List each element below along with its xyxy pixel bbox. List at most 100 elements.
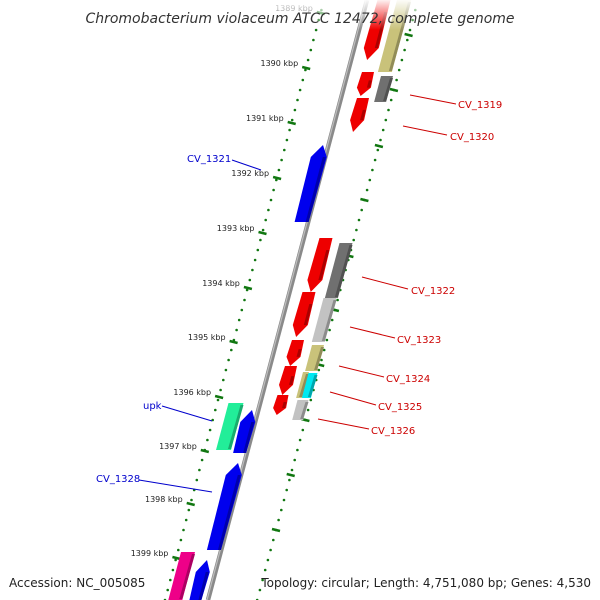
cds-blue-cv1321: [294, 145, 327, 222]
minus-track-dot: [379, 138, 382, 142]
minus-track-dot: [285, 488, 289, 492]
ruler-dot: [285, 138, 289, 142]
minus-track-dot: [368, 178, 372, 182]
minus-track-dot: [406, 38, 409, 42]
ruler-tick-label: 1393 kbp: [217, 224, 255, 233]
cds-blue-bottom: [189, 560, 210, 600]
ruler-dot: [206, 438, 209, 442]
feature-khaki-cv1324-body: [305, 345, 324, 371]
minus-track-dot: [280, 508, 283, 512]
gene-label-cv_1320: CV_1320: [450, 132, 494, 143]
cds-red-cv1320-body: [350, 98, 369, 132]
minus-track-dot: [389, 98, 393, 102]
cds-red-cv1320: [350, 98, 369, 132]
ruler-dot: [179, 538, 183, 542]
ruler-dot: [272, 188, 275, 192]
ruler-tick-marks: [172, 10, 326, 561]
cds-blue-bottom-body: [189, 560, 210, 600]
ruler-tick: [200, 448, 210, 454]
ruler-tick-label: 1392 kbp: [231, 169, 269, 178]
cds-red-cv1326-shade: [282, 402, 287, 408]
cds-red-cv1324-shade: [296, 349, 302, 357]
leader-line: [361, 276, 409, 290]
minus-track-dot: [371, 168, 374, 172]
gene-label-upk: upk: [143, 401, 162, 412]
ruler-dot: [264, 218, 268, 222]
gene-label-cv_1322: CV_1322: [411, 286, 455, 297]
minus-track-dot: [352, 238, 356, 242]
minus-track-dot: [395, 78, 398, 82]
leader-line: [409, 94, 457, 105]
ruler-tick: [287, 120, 297, 126]
gene-label-cv_1328: CV_1328: [96, 474, 140, 485]
ruler-dot: [198, 468, 201, 472]
ruler-dot: [166, 588, 169, 592]
leader-line: [231, 159, 262, 171]
ruler-dot: [219, 388, 222, 392]
ruler-dot: [235, 328, 238, 332]
gene-label-cv_1323: CV_1323: [397, 335, 441, 346]
minus-track-dot: [296, 448, 299, 452]
minus-track-dot: [325, 338, 329, 342]
minus-track-dot: [330, 318, 334, 322]
genome-summary: Topology: circular; Length: 4,751,080 bp…: [260, 576, 591, 590]
minus-track-dot: [336, 298, 339, 302]
cds-red-cv1322-shade: [318, 250, 330, 280]
ruler-dot: [283, 148, 286, 152]
minus-track-dot: [387, 108, 390, 112]
ruler-dot: [277, 168, 281, 172]
ruler-dot: [174, 558, 177, 562]
cds-green-upk-body: [216, 403, 244, 450]
cds-red-cv1325: [279, 366, 297, 395]
ruler-tick-label: 1399 kbp: [131, 549, 169, 558]
feature-darkgray-cv1319-body: [374, 76, 393, 102]
minus-track-dot: [258, 588, 262, 592]
feature-cyan-cv1325-shade: [307, 375, 318, 397]
ruler-tick-label: 1395 kbp: [188, 333, 226, 342]
minus-track-dot: [381, 128, 385, 132]
cds-green-upk: [216, 403, 244, 450]
feature-lightgray-cv1323-shade: [321, 300, 337, 341]
minus-track-dot: [277, 518, 280, 522]
minus-track-dot: [328, 328, 331, 332]
feature-darkgray-cv1322-body: [324, 243, 353, 298]
ruler-dot: [298, 88, 302, 92]
ruler-dot: [214, 408, 217, 412]
ruler-dot: [293, 108, 297, 112]
minus-track-dot: [384, 118, 388, 122]
ruler-dot: [312, 38, 315, 42]
cds-blue-upk-right: [233, 410, 256, 453]
minus-track-tick: [389, 87, 399, 93]
cds-red-cv1323-body: [292, 292, 316, 337]
cds-red-cv1319-body: [356, 72, 374, 96]
ruler-dot: [309, 48, 313, 52]
ruler-dot: [190, 498, 193, 502]
cds-magenta-bottom: [168, 552, 195, 600]
ruler-dot: [224, 368, 228, 372]
minus-track-dot: [298, 438, 302, 442]
leader-line: [338, 365, 385, 378]
feature-lightgray-cv1323: [311, 298, 337, 342]
ruler-dot: [267, 208, 270, 212]
feature-khaki-small-shade: [299, 374, 309, 397]
gene-label-cv_1324: CV_1324: [386, 374, 430, 385]
ruler-dot: [304, 68, 307, 72]
cds-blue-cv1328: [206, 463, 242, 550]
ruler-dot: [275, 178, 278, 182]
ruler-tick: [301, 65, 311, 71]
minus-track-tick: [286, 472, 296, 478]
cds-red-cv1325-shade: [289, 376, 295, 385]
ruler-dot: [171, 568, 175, 572]
cds-red-cv1325-body: [279, 366, 297, 395]
cds-red-cv1324-body: [286, 340, 304, 366]
ruler-tick: [243, 285, 253, 291]
ruler-tick: [214, 394, 224, 400]
ruler-dot: [256, 248, 260, 252]
minus-track-dot: [301, 428, 305, 432]
ruler-dot: [240, 308, 244, 312]
ruler-tick-label: 1398 kbp: [145, 495, 183, 504]
gene-label-cv_1325: CV_1325: [378, 402, 422, 413]
